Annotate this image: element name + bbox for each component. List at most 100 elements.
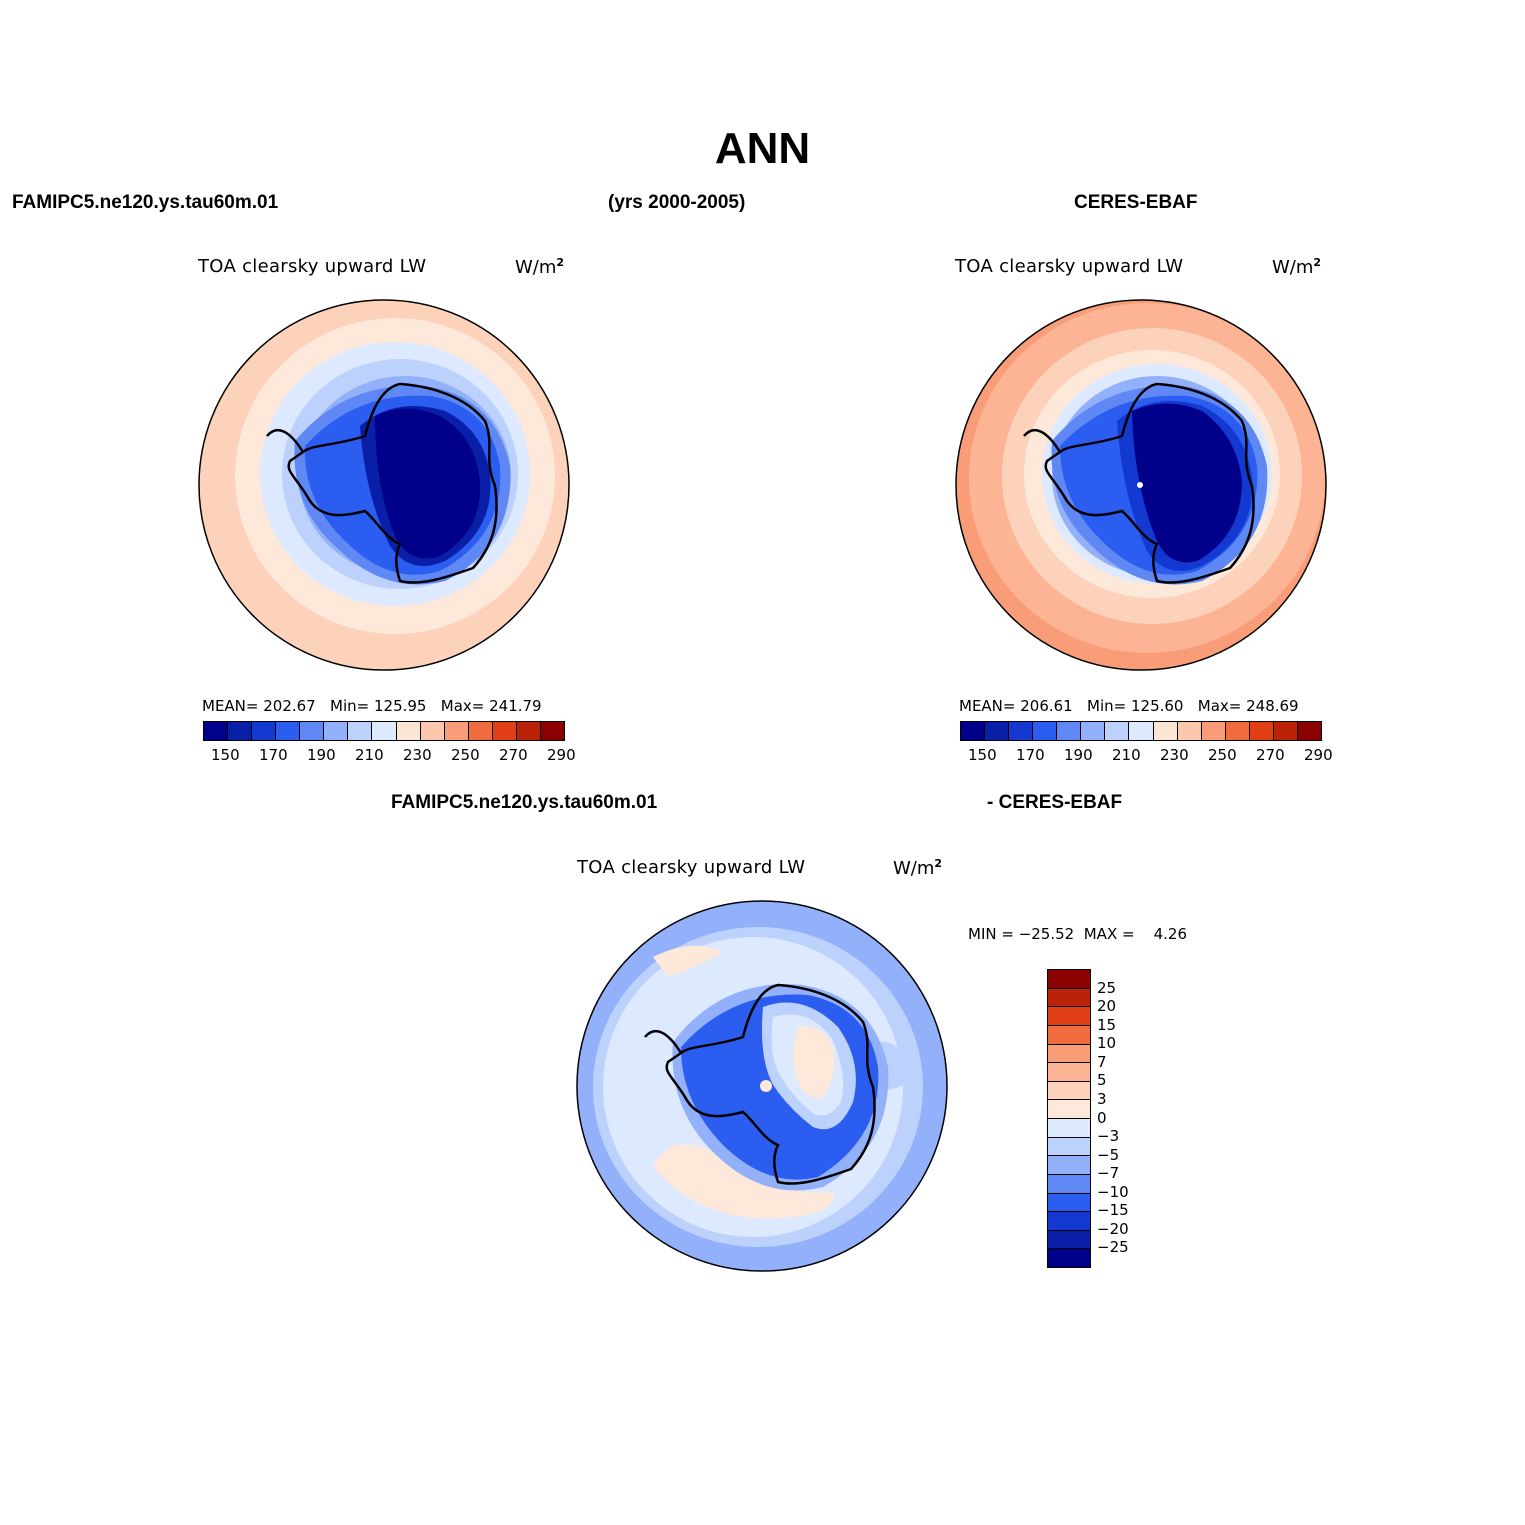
colorbar-tick-label: 210 [1112, 746, 1141, 764]
panel1-stats: MEAN= 202.67 Min= 125.95 Max= 241.79 [202, 697, 542, 715]
colorbar-tick-label: 25 [1097, 978, 1117, 997]
colorbar-tick-label: 170 [1016, 746, 1045, 764]
colorbar-tick-label: 150 [968, 746, 997, 764]
diff-obs-label: - CERES-EBAF [987, 792, 1123, 813]
obs-label: CERES-EBAF [1074, 192, 1198, 213]
colorbar-tick-label: 230 [1160, 746, 1189, 764]
colorbar-swatch [1033, 722, 1058, 740]
colorbar-tick-label: 5 [1097, 1071, 1107, 1090]
colorbar-tick-label: −20 [1097, 1219, 1129, 1238]
panel3-map [576, 900, 948, 1272]
diff-colorbar [1047, 969, 1091, 1268]
colorbar-swatch [1249, 722, 1274, 740]
colorbar-swatch [1048, 1044, 1090, 1064]
panel1-title: TOA clearsky upward LW [198, 256, 427, 277]
colorbar-swatch [492, 722, 517, 740]
colorbar-swatch [1081, 722, 1106, 740]
colorbar-swatch [204, 722, 229, 740]
colorbar-swatch [1048, 1025, 1090, 1045]
colorbar-tick-label: 250 [1208, 746, 1237, 764]
panel2-map [955, 299, 1327, 671]
colorbar-swatch [1153, 722, 1178, 740]
panel1-colorbar-labels: 150 170 190 210 230 250 270 290 [203, 746, 576, 766]
colorbar-tick-label: 210 [355, 746, 384, 764]
colorbar-tick-label: 150 [211, 746, 240, 764]
colorbar-swatch [300, 722, 325, 740]
colorbar-tick-label: 190 [1064, 746, 1093, 764]
colorbar-swatch [1105, 722, 1130, 740]
colorbar-swatch [1048, 988, 1090, 1008]
colorbar-tick-label: −10 [1097, 1182, 1129, 1201]
colorbar-tick-label: 290 [547, 746, 576, 764]
colorbar-tick-label: 20 [1097, 997, 1117, 1016]
colorbar-swatch [324, 722, 349, 740]
colorbar-swatch [396, 722, 421, 740]
colorbar-swatch [1048, 970, 1090, 989]
colorbar-swatch [348, 722, 373, 740]
colorbar-swatch [1048, 1156, 1090, 1175]
colorbar-tick-label: 15 [1097, 1015, 1117, 1034]
colorbar-swatch [1048, 1230, 1090, 1250]
colorbar-tick-label: 190 [307, 746, 336, 764]
colorbar-swatch [1129, 722, 1154, 740]
colorbar-tick-label: 170 [259, 746, 288, 764]
colorbar-tick-label: 3 [1097, 1089, 1107, 1108]
colorbar-tick-label: 0 [1097, 1108, 1107, 1127]
panel2-colorbar [960, 721, 1322, 741]
panel2-units: W/m2 [1272, 256, 1322, 278]
panel2-colorbar-labels: 150 170 190 210 230 250 270 290 [960, 746, 1333, 766]
colorbar-swatch [1177, 722, 1202, 740]
colorbar-swatch [252, 722, 277, 740]
panel1-units: W/m2 [515, 256, 565, 278]
colorbar-swatch [1048, 1174, 1090, 1194]
colorbar-swatch [1048, 1119, 1090, 1138]
model-case-label: FAMIPC5.ne120.ys.tau60m.01 [12, 192, 279, 213]
colorbar-tick-label: 270 [499, 746, 528, 764]
colorbar-tick-label: 10 [1097, 1034, 1117, 1053]
page-title: ANN [714, 124, 811, 173]
colorbar-tick-label: −15 [1097, 1201, 1129, 1220]
colorbar-swatch [961, 722, 986, 740]
colorbar-swatch [228, 722, 253, 740]
colorbar-swatch [985, 722, 1010, 740]
panel2-stats: MEAN= 206.61 Min= 125.60 Max= 248.69 [959, 697, 1299, 715]
panel1-map [198, 299, 570, 671]
colorbar-swatch [516, 722, 541, 740]
diff-model-label: FAMIPC5.ne120.ys.tau60m.01 [391, 792, 658, 813]
colorbar-swatch [1048, 1137, 1090, 1157]
panel3-title: TOA clearsky upward LW [577, 857, 806, 878]
colorbar-swatch [1297, 722, 1321, 740]
panel1-colorbar [203, 721, 565, 741]
panel3-stats: MIN = −25.52 MAX = 4.26 [968, 925, 1188, 943]
colorbar-swatch [1048, 1249, 1090, 1267]
colorbar-swatch [1048, 1081, 1090, 1101]
colorbar-swatch [1273, 722, 1298, 740]
panel3-units: W/m2 [893, 857, 943, 879]
colorbar-swatch [1225, 722, 1250, 740]
colorbar-tick-label: 270 [1256, 746, 1285, 764]
colorbar-swatch [1048, 1100, 1090, 1119]
colorbar-swatch [444, 722, 469, 740]
colorbar-swatch [420, 722, 445, 740]
colorbar-tick-label: −7 [1097, 1164, 1120, 1183]
colorbar-tick-label: −3 [1097, 1127, 1120, 1146]
years-label: (yrs 2000-2005) [608, 192, 746, 213]
colorbar-swatch [1201, 722, 1226, 740]
colorbar-swatch [1057, 722, 1082, 740]
colorbar-swatch [1048, 1063, 1090, 1082]
colorbar-tick-label: −5 [1097, 1145, 1120, 1164]
colorbar-tick-label: 250 [451, 746, 480, 764]
colorbar-tick-label: 7 [1097, 1052, 1107, 1071]
colorbar-swatch [540, 722, 564, 740]
colorbar-swatch [1048, 1007, 1090, 1026]
colorbar-swatch [372, 722, 397, 740]
colorbar-swatch [1048, 1193, 1090, 1213]
colorbar-tick-label: −25 [1097, 1238, 1129, 1257]
panel2-title: TOA clearsky upward LW [955, 256, 1184, 277]
colorbar-swatch [1009, 722, 1034, 740]
colorbar-swatch [1048, 1212, 1090, 1231]
colorbar-tick-label: 230 [403, 746, 432, 764]
colorbar-swatch [468, 722, 493, 740]
colorbar-swatch [276, 722, 301, 740]
colorbar-tick-label: 290 [1304, 746, 1333, 764]
